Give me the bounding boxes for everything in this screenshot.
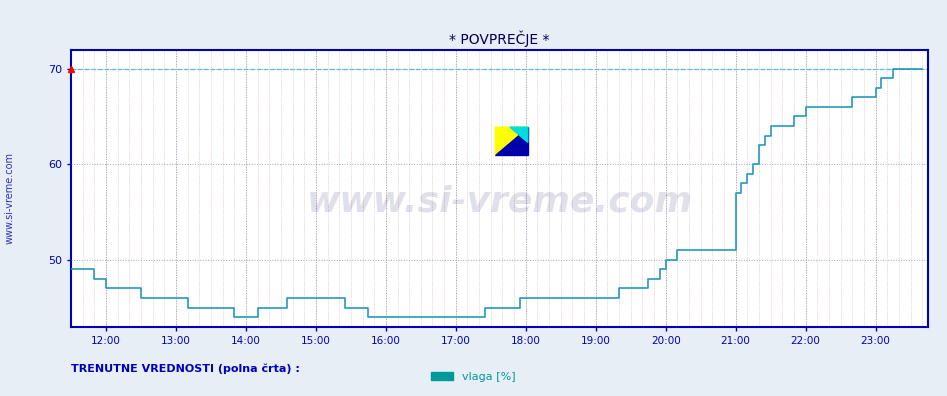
- Legend: vlaga [%]: vlaga [%]: [427, 367, 520, 386]
- Polygon shape: [495, 127, 527, 155]
- Title: * POVPREČJE *: * POVPREČJE *: [449, 30, 550, 47]
- Polygon shape: [509, 127, 527, 143]
- Text: www.si-vreme.com: www.si-vreme.com: [5, 152, 14, 244]
- Polygon shape: [495, 127, 527, 155]
- Text: TRENUTNE VREDNOSTI (polna črta) :: TRENUTNE VREDNOSTI (polna črta) :: [71, 364, 300, 374]
- Text: www.si-vreme.com: www.si-vreme.com: [307, 185, 692, 219]
